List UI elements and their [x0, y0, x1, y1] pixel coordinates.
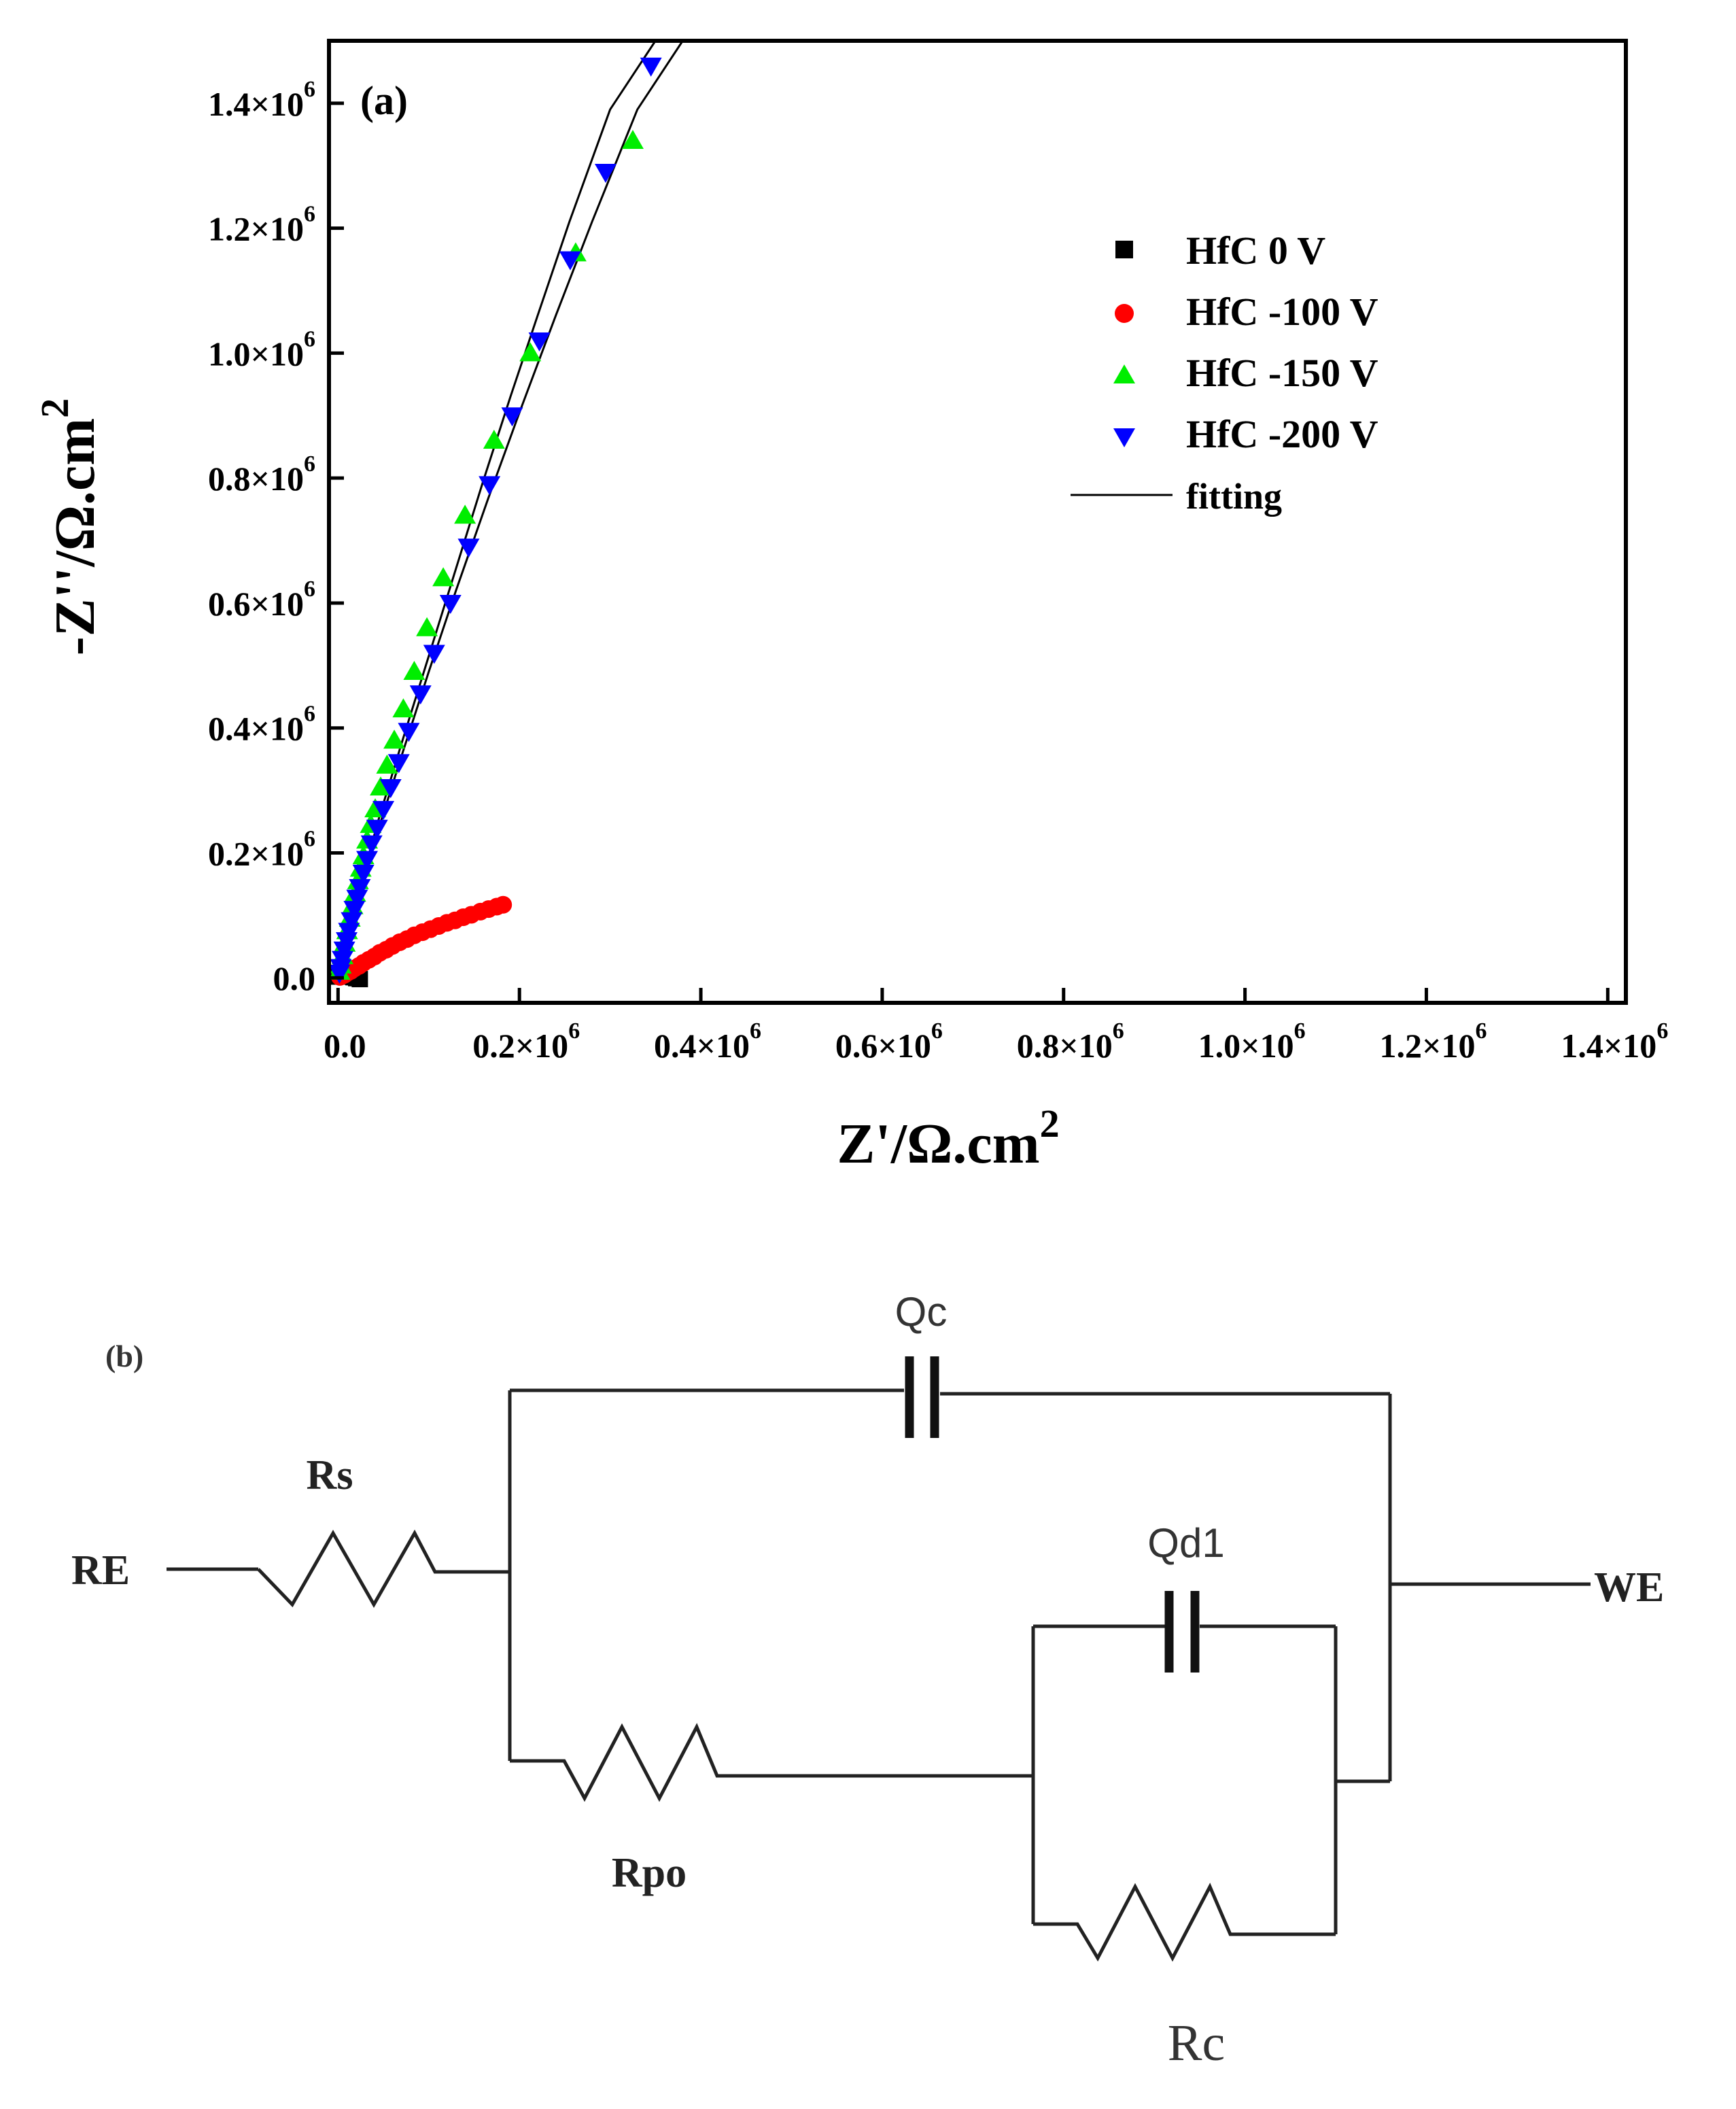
point-series-3-9 [349, 879, 371, 899]
qc-label: Qc [895, 1289, 948, 1335]
point-series-3-1 [330, 959, 352, 978]
point-series-3-3 [333, 941, 355, 961]
rc-resistor [1033, 1883, 1336, 1962]
point-series-2-21 [454, 504, 476, 524]
qd1-label: Qd1 [1147, 1520, 1224, 1566]
point-series-2-23 [519, 342, 542, 362]
point-series-3-22 [479, 476, 501, 496]
y-tick-label-1: 0.2×106 [208, 826, 315, 872]
y-tick-label-7: 1.4×106 [208, 77, 315, 123]
point-series-3-23 [501, 407, 523, 427]
re-label: RE [71, 1547, 130, 1594]
x-tick-label-5: 1.0×106 [1198, 1018, 1306, 1065]
x-axis-ticks: 0.0 0.2×106 0.4×106 0.6×106 0.8×106 1.0×106 1.… [324, 988, 1668, 1065]
point-series-3-19 [423, 645, 445, 664]
x-tick-label-1: 0.2×106 [472, 1018, 580, 1065]
fit-line-0 [336, 41, 701, 978]
x-tick-label-4: 0.8×106 [1017, 1018, 1124, 1065]
rpo-resistor [510, 1723, 1033, 1802]
y-tick-label-3: 0.6×106 [208, 577, 315, 623]
point-series-3-15 [379, 779, 402, 799]
rs-label: Rs [307, 1452, 353, 1498]
legend-label-hfc-100v: HfC -100 V [1186, 290, 1378, 334]
point-series-3-8 [346, 889, 368, 909]
point-series-2-20 [432, 567, 455, 587]
x-axis-title: Z'/Ω.cm2 [837, 1101, 1059, 1176]
plot-frame [327, 39, 1628, 1005]
y-axis-title: -Z''/Ω.cm2 [33, 398, 107, 656]
rs-resistor [257, 1529, 510, 1609]
point-series-3-14 [372, 801, 395, 821]
y-tick-label-5: 1.0×106 [208, 326, 315, 373]
point-series-3-25 [559, 251, 581, 271]
x-tick-label-3: 0.6×106 [835, 1018, 943, 1065]
we-label: WE [1594, 1564, 1664, 1611]
legend-label-hfc-0v: HfC 0 V [1186, 228, 1325, 273]
legend-marker-triangle-up [1113, 364, 1135, 383]
legend-marker-square [1115, 241, 1133, 258]
point-series-2-17 [392, 698, 415, 718]
point-series-2-16 [383, 730, 406, 749]
point-series-2-22 [483, 430, 505, 449]
point-series-3-21 [457, 538, 480, 558]
point-series-2-18 [403, 661, 426, 681]
point-series-3-2 [332, 950, 354, 970]
y-tick-label-4: 0.8×106 [208, 451, 315, 498]
x-tick-label-7: 1.4×106 [1561, 1018, 1668, 1065]
rc-label: Rc [1168, 2014, 1225, 2072]
legend-marker-triangle-down [1113, 428, 1135, 447]
x-tick-label-2: 0.4×106 [654, 1018, 761, 1065]
equivalent-circuit: (b) RE Rs Qc WE Rpo Qd1 Rc [71, 1289, 1664, 2072]
data-points [329, 57, 662, 988]
y-axis-ticks: 0.0 0.2×106 0.4×106 0.6×106 0.8×106 1.0×106 1.… [208, 77, 344, 997]
point-series-2-15 [376, 754, 398, 774]
panel-label-b: (b) [105, 1339, 143, 1373]
nyquist-chart: 0.0 0.2×106 0.4×106 0.6×106 0.8×106 1.0×106 1.… [33, 39, 1668, 1176]
point-series-3-12 [360, 835, 383, 855]
legend-label-hfc-200v: HfC -200 V [1186, 412, 1378, 456]
point-series-3-16 [387, 754, 410, 774]
point-series-3-24 [528, 332, 551, 352]
point-series-2-14 [370, 776, 392, 796]
point-series-3-7 [343, 901, 366, 921]
point-series-2-19 [416, 617, 438, 636]
point-series-3-11 [356, 851, 379, 870]
point-series-3-17 [398, 723, 420, 742]
x-tick-label-0: 0.0 [324, 1027, 366, 1065]
legend-label-hfc-150v: HfC -150 V [1186, 351, 1378, 395]
fit-lines [336, 41, 701, 979]
point-series-3-26 [594, 163, 617, 183]
legend: HfC 0 V HfC -100 V HfC -150 V HfC -200 V… [1071, 228, 1378, 517]
y-tick-label-2: 0.4×106 [208, 702, 315, 748]
point-series-3-13 [366, 819, 388, 839]
point-series-1-26 [494, 895, 513, 914]
point-series-3-18 [409, 685, 432, 705]
point-series-3-6 [341, 912, 363, 931]
point-series-3-27 [640, 57, 662, 77]
y-tick-label-0: 0.0 [273, 959, 316, 997]
rpo-label: Rpo [612, 1850, 687, 1896]
point-series-3-4 [336, 932, 358, 952]
point-series-3-5 [338, 923, 360, 942]
legend-label-fitting: fitting [1186, 476, 1282, 517]
x-tick-label-6: 1.2×106 [1379, 1018, 1487, 1065]
panel-label-a: (a) [360, 78, 408, 123]
y-tick-label-6: 1.2×106 [208, 202, 315, 248]
point-series-2-25 [621, 130, 644, 150]
legend-marker-circle [1115, 304, 1134, 323]
point-series-3-10 [352, 864, 375, 884]
point-series-3-20 [439, 594, 462, 614]
fit-line-1 [336, 41, 684, 978]
